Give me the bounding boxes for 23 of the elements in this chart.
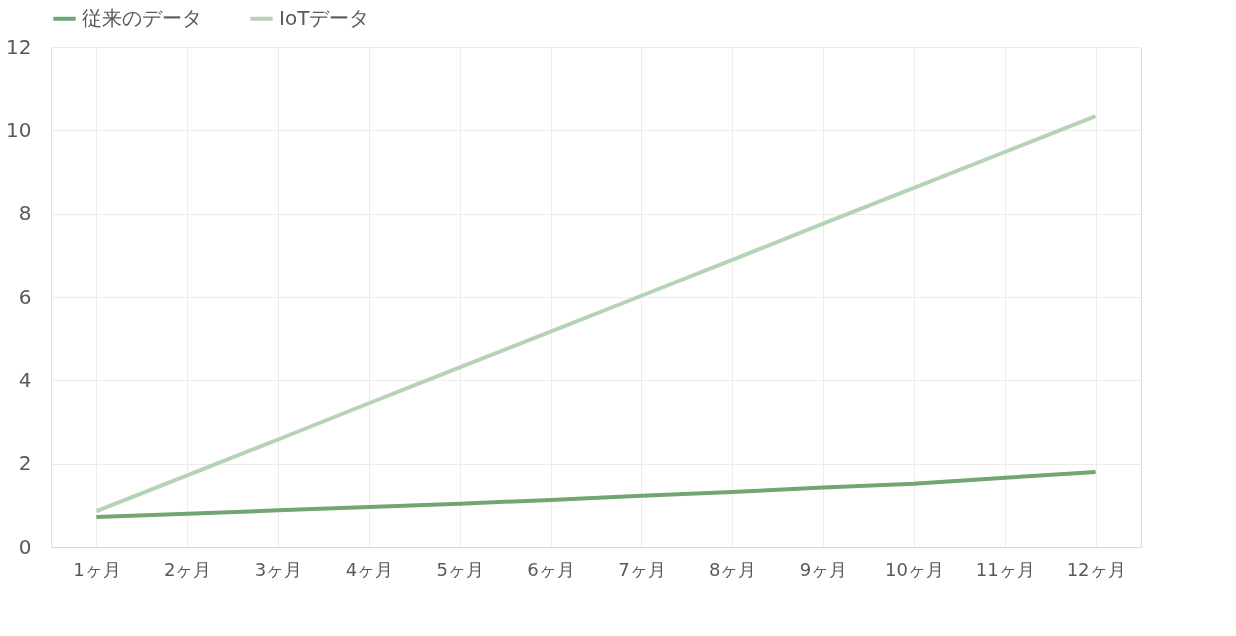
y-tick-label: 6: [18, 284, 32, 309]
x-tick-label: 11ヶ月: [975, 558, 1035, 580]
legend-label: 従来のデータ: [82, 5, 202, 30]
x-tick-label: 1ヶ月: [73, 558, 121, 580]
x-tick-label: 10ヶ月: [884, 558, 944, 580]
legend-label: IoTデータ: [279, 5, 370, 30]
x-tick-label: 4ヶ月: [345, 558, 394, 580]
x-tick-label: 7ヶ月: [618, 558, 666, 580]
line-series: [94, 114, 1098, 514]
x-tick-label: 12ヶ月: [1066, 558, 1126, 580]
y-tick-label: 12: [6, 34, 32, 59]
line-series: [94, 470, 1098, 519]
x-tick-label: 5ヶ月: [436, 558, 484, 580]
x-tick-label: 9ヶ月: [799, 558, 848, 580]
x-tick-label: 2ヶ月: [164, 558, 212, 580]
x-tick-label: 8ヶ月: [709, 558, 757, 580]
y-tick-label: 10: [6, 117, 32, 142]
y-tick-label: 4: [18, 367, 32, 392]
x-tick-label: 6ヶ月: [527, 558, 575, 580]
x-tick-label: 3ヶ月: [254, 558, 303, 580]
y-tick-label: 2: [18, 451, 32, 476]
y-tick-label: 8: [18, 201, 32, 226]
y-tick-label: 0: [18, 534, 32, 559]
